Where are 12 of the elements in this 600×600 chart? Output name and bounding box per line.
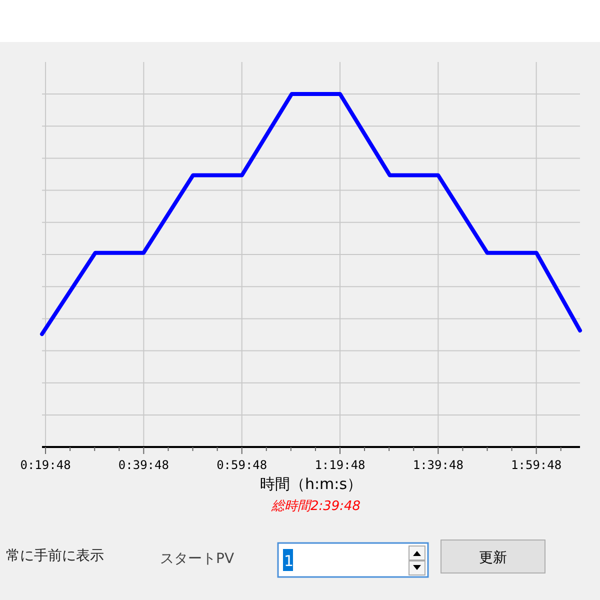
- text: 更新: [479, 550, 507, 566]
- input-box: 1: [277, 542, 429, 578]
- x-tick-label: 1:39:48: [412, 458, 464, 472]
- text: スタートPV: [160, 551, 234, 567]
- x-tick-label: 0:19:48: [20, 458, 71, 472]
- x-tick-label: 1:59:48: [511, 458, 562, 472]
- x-tick-label: 1:19:48: [314, 458, 366, 472]
- text: 常に手前に表示: [6, 548, 104, 564]
- x-axis-title: 時間（h:m:s）: [260, 475, 362, 493]
- x-tick-label: 0:59:48: [216, 458, 268, 472]
- x-tick-label: 0:39:48: [118, 458, 169, 472]
- text: 総時間2:39:48: [270, 499, 361, 514]
